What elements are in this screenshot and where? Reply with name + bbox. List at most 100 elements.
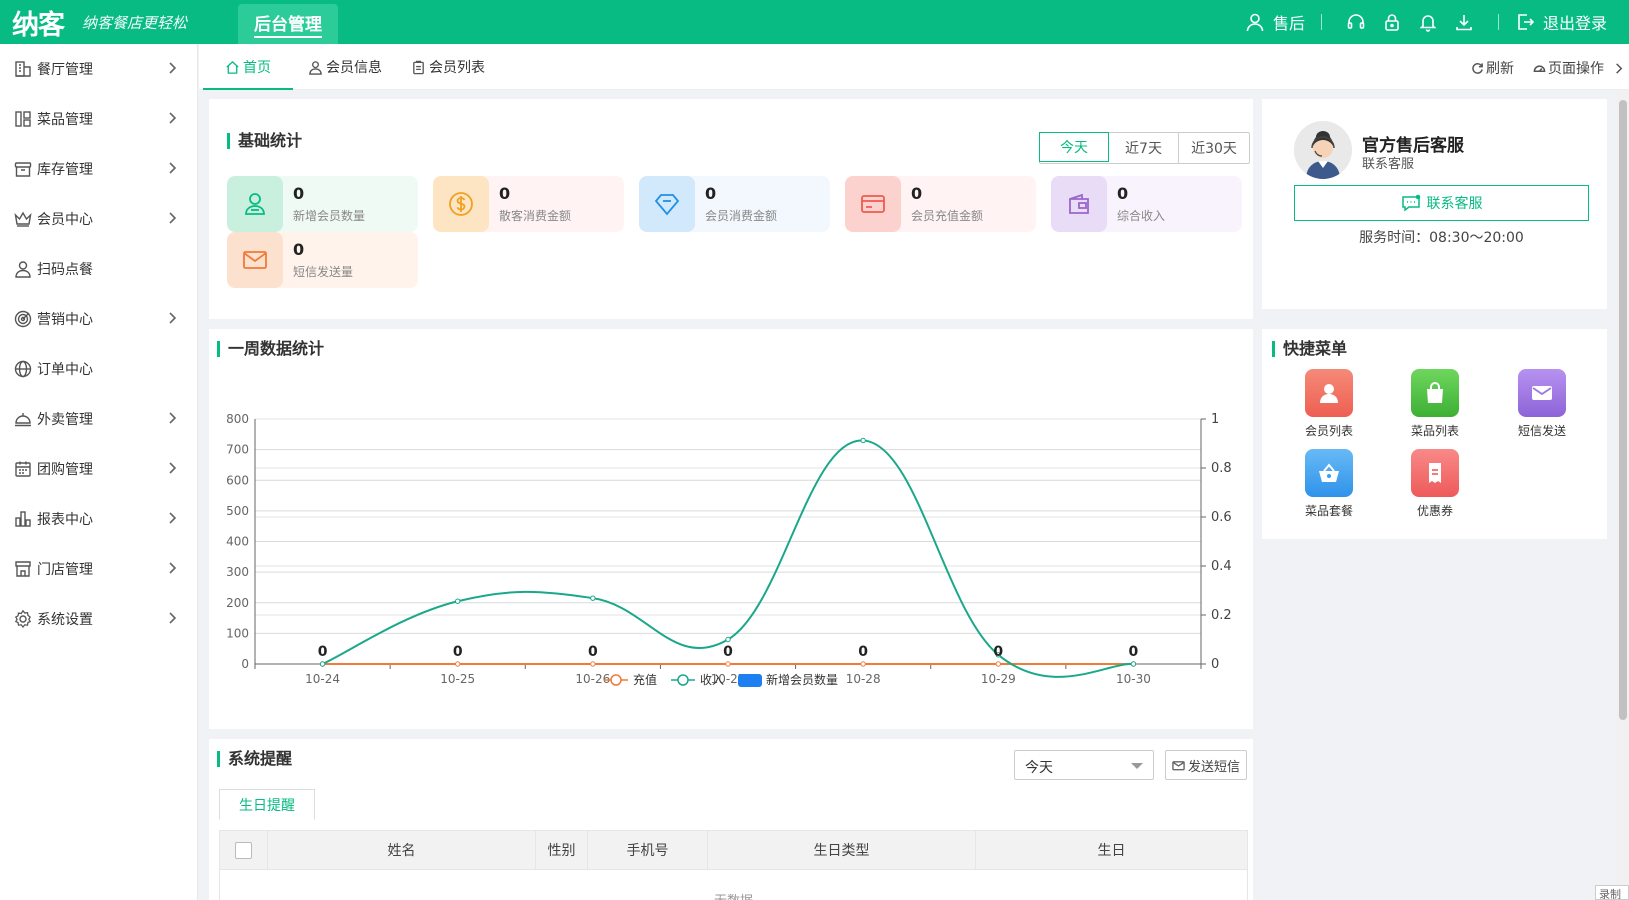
sidebar-item-settings[interactable]: 系统设置 (0, 594, 197, 644)
stat-member-spend[interactable]: 0 会员消费金额 (639, 176, 830, 232)
bag-icon (1427, 382, 1443, 403)
x-tick-label: 10-27 (711, 672, 746, 686)
select-all-checkbox[interactable] (235, 841, 252, 859)
col-name[interactable]: 姓名 (268, 831, 536, 869)
range-30-days[interactable]: 近30天 (1191, 141, 1237, 157)
user-menu[interactable]: 售后 (1245, 10, 1305, 34)
sidebar-item-reports[interactable]: 报表中心 (0, 494, 197, 544)
notification-button[interactable] (1410, 12, 1446, 32)
lock-button[interactable] (1374, 12, 1410, 32)
logout-icon (1518, 14, 1535, 30)
table-empty: 无数据 (220, 869, 1247, 900)
admin-tab[interactable]: 后台管理 (238, 4, 338, 44)
weekly-chart: 0 100 200 300 400 500 600 700 800 0 0.2 0.4 0.6 0.8 1 1… (226, 412, 1232, 687)
sidebar-item-scan-order[interactable]: 扫码点餐 (0, 244, 197, 294)
page-tabs: 首页 会员信息 会员列表 刷新 页面操作 (199, 44, 1629, 90)
logout-button[interactable]: 退出登录 (1515, 10, 1607, 34)
download-button[interactable] (1446, 12, 1482, 32)
data-point (590, 661, 596, 667)
agent-avatar (1294, 121, 1352, 179)
quick-dish-combo[interactable]: 菜品套餐 (1289, 449, 1369, 519)
quick-sms-send[interactable]: 短信发送 (1502, 369, 1582, 439)
legend-label: 新增会员数量 (766, 672, 838, 687)
sidebar-item-restaurant[interactable]: 餐厅管理 (0, 44, 197, 94)
stat-sms-sent[interactable]: 0 短信发送量 (227, 232, 418, 288)
x-tick-label: 10-25 (440, 672, 475, 686)
service-hours: 服务时间：08:30～20:00 (1359, 230, 1524, 246)
record-tag[interactable]: 录制 (1595, 885, 1629, 900)
add-user-icon (245, 193, 265, 215)
reminders-title: 系统提醒 (217, 751, 292, 767)
data-point (725, 636, 731, 643)
send-sms-button[interactable]: 发送短信 (1165, 750, 1247, 780)
sidebar-item-takeout[interactable]: 外卖管理 (0, 394, 197, 444)
bar-data-label: 0 (1129, 644, 1139, 660)
gear-icon (14, 609, 32, 629)
reminder-range-select[interactable]: 今天 (1014, 750, 1154, 780)
support-button[interactable] (1338, 12, 1374, 32)
sidebar-item-marketing[interactable]: 营销中心 (0, 294, 197, 344)
chevron-right-icon (169, 62, 177, 74)
stat-new-members[interactable]: 0 新增会员数量 (227, 176, 418, 232)
page-ops-button[interactable]: 页面操作 (1533, 58, 1625, 78)
chevron-right-icon (169, 512, 177, 524)
lock-icon (1385, 14, 1399, 31)
basic-stats-title: 基础统计 (227, 133, 302, 149)
sidebar-item-members[interactable]: 会员中心 (0, 194, 197, 244)
chevron-right-icon (169, 412, 177, 424)
x-tick-label: 10-30 (1116, 672, 1151, 686)
chevron-right-icon (169, 612, 177, 624)
tab-member-info[interactable]: 会员信息 (308, 44, 382, 90)
logo[interactable]: 纳客 (12, 9, 65, 41)
chevron-right-icon (169, 162, 177, 174)
col-birthday[interactable]: 生日 (1097, 843, 1126, 859)
scroll-thumb[interactable] (1619, 100, 1627, 720)
user-icon (309, 60, 322, 75)
col-birthday-type[interactable]: 生日类型 (708, 831, 976, 869)
bar-data-label: 0 (858, 644, 868, 660)
col-phone[interactable]: 手机号 (588, 831, 708, 869)
bar-data-label: 0 (453, 644, 463, 660)
tab-birthday-reminder[interactable]: 生日提醒 (219, 789, 315, 820)
stat-guest-spend[interactable]: 0 散客消费金额 (433, 176, 624, 232)
cs-title: 官方售后客服 (1362, 136, 1464, 156)
stat-total-income[interactable]: 0 综合收入 (1051, 176, 1242, 232)
y-tick-label: 0 (241, 657, 249, 671)
quick-member-list[interactable]: 会员列表 (1289, 369, 1369, 439)
sidebar-item-group-buy[interactable]: 团购管理 (0, 444, 197, 494)
basic-stats-panel: 基础统计 今天 近7天 近30天 0 新增会员数量 0 散客消费金额 0 会员消费金额… (209, 99, 1253, 319)
top-header: 纳客 纳客餐店更轻松 后台管理 售后 退出登录 (0, 0, 1629, 44)
chevron-right-icon (169, 112, 177, 124)
sidebar-item-stores[interactable]: 门店管理 (0, 544, 197, 594)
globe-icon (14, 360, 32, 378)
y-tick-label: 200 (226, 596, 249, 610)
sidebar-item-inventory[interactable]: 库存管理 (0, 144, 197, 194)
y2-tick-label: 0.6 (1211, 510, 1232, 525)
takeout-icon (15, 413, 31, 427)
quick-dish-list[interactable]: 菜品列表 (1395, 369, 1475, 439)
data-point (590, 595, 596, 601)
tab-member-list[interactable]: 会员列表 (411, 44, 485, 90)
range-7-days[interactable]: 近7天 (1109, 133, 1179, 163)
bar-data-label: 0 (588, 644, 598, 660)
sidebar-item-orders[interactable]: 订单中心 (0, 344, 197, 394)
target-icon (14, 310, 32, 328)
tab-home[interactable]: 首页 (203, 44, 293, 90)
col-gender[interactable]: 性别 (536, 831, 588, 869)
sidebar-item-dishes[interactable]: 菜品管理 (0, 94, 197, 144)
quick-coupon[interactable]: 优惠券 (1395, 449, 1475, 519)
refresh-button[interactable]: 刷新 (1471, 58, 1514, 78)
chat-icon (1401, 194, 1420, 212)
chevron-right-icon (1616, 62, 1623, 74)
chevron-down-icon (1131, 763, 1143, 769)
basket-icon (1319, 463, 1339, 482)
y-tick-label: 300 (226, 565, 249, 579)
weekly-stats-panel: 一周数据统计 0 100 200 300 400 500 600 700 800 0 0.2 0.4 0… (209, 329, 1253, 729)
range-today[interactable]: 今天 (1039, 132, 1109, 162)
page-scrollbar[interactable] (1617, 90, 1629, 900)
stat-member-recharge[interactable]: 0 会员充值金额 (845, 176, 1036, 232)
contact-service-button[interactable]: 联系客服 (1294, 185, 1589, 221)
restaurant-icon (15, 61, 31, 77)
range-selector: 今天 近7天 近30天 (1039, 132, 1250, 164)
bar-data-label: 0 (318, 644, 328, 660)
